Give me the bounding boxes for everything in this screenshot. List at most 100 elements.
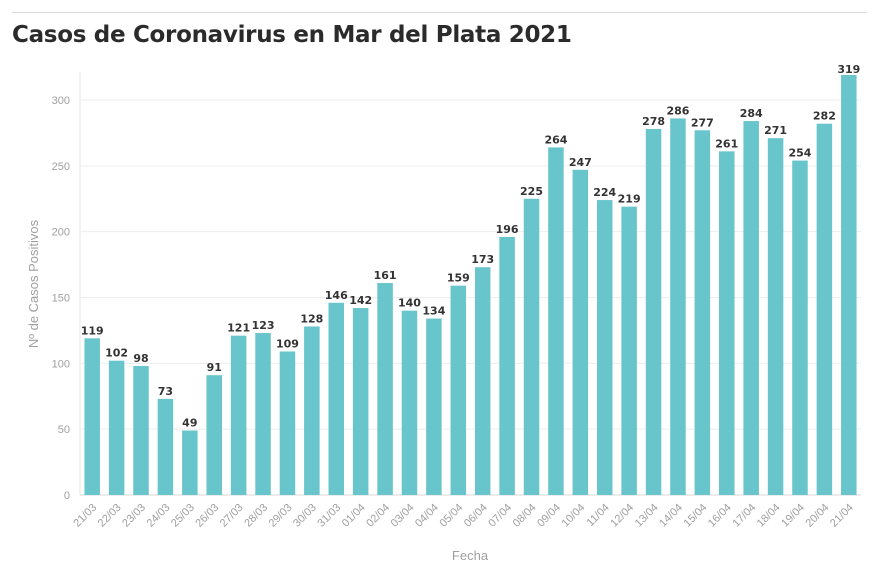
x-tick-label: 03/04 (389, 502, 417, 530)
x-tick-label: 22/03 (96, 502, 124, 530)
bar[interactable] (523, 198, 540, 495)
bar[interactable] (572, 169, 589, 496)
x-tick-label: 25/03 (169, 502, 197, 530)
bar[interactable] (377, 283, 393, 495)
y-tick-label: 250 (52, 161, 70, 173)
bar[interactable] (328, 302, 345, 495)
data-label: 219 (618, 193, 641, 206)
data-label: 146 (325, 289, 348, 302)
bar[interactable] (206, 375, 222, 495)
bar[interactable] (474, 267, 491, 495)
data-label: 73 (158, 385, 173, 398)
bar[interactable] (108, 360, 125, 495)
bar[interactable] (670, 118, 686, 495)
y-tick-label: 200 (52, 227, 70, 239)
x-tick-label: 24/03 (145, 502, 173, 530)
bar[interactable] (182, 430, 198, 495)
x-tick-label: 16/04 (706, 502, 734, 530)
x-tick-label: 06/04 (462, 502, 490, 530)
bar[interactable] (548, 147, 564, 495)
x-tick-label: 08/04 (511, 502, 539, 530)
data-label: 271 (764, 124, 787, 137)
bar[interactable] (426, 318, 442, 495)
bar[interactable] (816, 123, 833, 495)
bar[interactable] (255, 333, 271, 495)
data-label: 286 (666, 104, 689, 117)
data-label: 284 (740, 107, 763, 120)
bar[interactable] (792, 160, 808, 496)
data-label: 319 (837, 63, 860, 76)
x-tick-label: 31/03 (315, 502, 343, 530)
y-tick-label: 0 (64, 490, 70, 502)
data-label: 134 (422, 305, 445, 318)
data-label: 282 (813, 110, 836, 123)
data-label: 98 (133, 352, 148, 365)
data-label: 161 (374, 269, 397, 282)
x-tick-label: 10/04 (559, 502, 587, 530)
bar[interactable] (450, 285, 467, 495)
y-tick-label: 300 (52, 95, 70, 107)
data-label: 277 (691, 116, 714, 129)
bar[interactable] (719, 151, 735, 495)
x-tick-label: 23/03 (120, 502, 148, 530)
x-tick-label: 21/03 (71, 502, 99, 530)
y-axis-title: Nº de Casos Positivos (26, 219, 41, 348)
x-tick-label: 02/04 (364, 502, 392, 530)
x-tick-label: 11/04 (584, 502, 611, 529)
y-tick-label: 150 (52, 293, 70, 305)
data-label: 140 (398, 297, 421, 310)
bar[interactable] (352, 308, 369, 495)
x-tick-label: 21/04 (828, 502, 856, 530)
data-label: 173 (471, 253, 494, 266)
x-tick-label: 27/03 (218, 502, 246, 530)
bar[interactable] (84, 338, 100, 495)
bar[interactable] (645, 128, 662, 495)
x-tick-label: 30/03 (291, 502, 319, 530)
bar[interactable] (621, 206, 637, 495)
data-label: 119 (81, 324, 104, 337)
x-tick-label: 15/04 (682, 502, 710, 530)
data-label: 123 (252, 319, 275, 332)
bar[interactable] (133, 365, 149, 495)
x-tick-label: 05/04 (437, 502, 465, 530)
bar[interactable] (304, 326, 320, 495)
data-label: 264 (544, 133, 567, 146)
y-tick-label: 50 (58, 424, 70, 436)
x-tick-label: 01/04 (340, 502, 368, 530)
data-label: 159 (447, 272, 470, 285)
x-tick-label: 09/04 (535, 502, 563, 530)
x-tick-label: 18/04 (755, 502, 783, 530)
x-tick-label: 04/04 (413, 502, 441, 530)
data-label: 247 (569, 156, 592, 169)
data-label: 102 (105, 347, 128, 360)
x-axis-title: Fecha (452, 548, 489, 563)
bar[interactable] (767, 138, 784, 495)
bar[interactable] (841, 74, 857, 495)
data-label: 224 (593, 186, 616, 199)
x-tick-label: 28/03 (242, 502, 270, 530)
bar[interactable] (401, 310, 418, 495)
bar[interactable] (743, 121, 759, 496)
chart-title: Casos de Coronavirus en Mar del Plata 20… (12, 22, 572, 48)
x-tick-label: 07/04 (486, 502, 514, 530)
data-label: 254 (789, 147, 812, 160)
data-label: 225 (520, 185, 543, 198)
data-label: 128 (300, 312, 323, 325)
data-label: 142 (349, 294, 372, 307)
x-tick-label: 13/04 (633, 502, 661, 530)
data-label: 121 (227, 322, 250, 335)
bar[interactable] (230, 335, 247, 495)
bar[interactable] (279, 351, 296, 495)
bar[interactable] (499, 236, 515, 495)
data-label: 91 (207, 361, 222, 374)
y-tick-label: 100 (52, 358, 70, 370)
top-divider (12, 12, 867, 13)
bar[interactable] (596, 200, 613, 496)
x-tick-label: 29/03 (267, 502, 295, 530)
bar[interactable] (694, 130, 711, 496)
x-tick-label: 17/04 (730, 502, 758, 530)
data-label: 49 (182, 416, 197, 429)
bar[interactable] (157, 398, 174, 495)
x-tick-label: 19/04 (779, 502, 807, 530)
